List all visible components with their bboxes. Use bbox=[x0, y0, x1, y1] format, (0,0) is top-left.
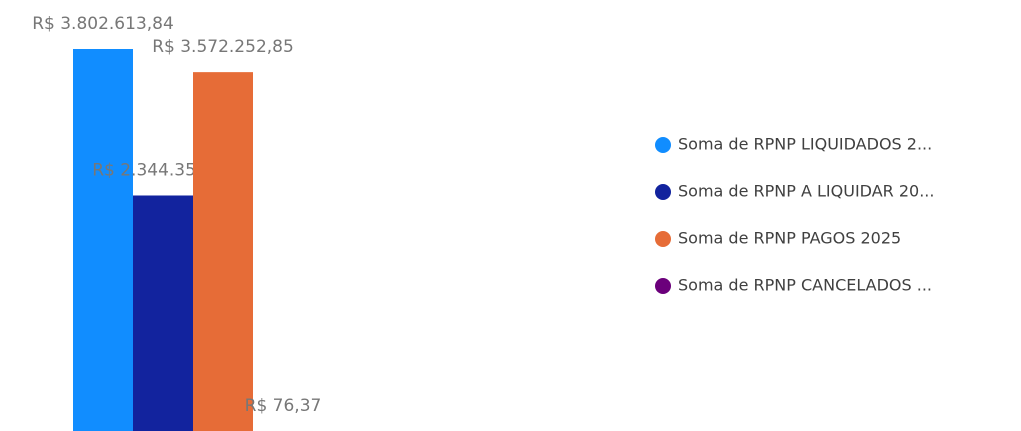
legend-marker bbox=[655, 137, 671, 153]
legend-label: Soma de RPNP PAGOS 2025 bbox=[678, 229, 901, 248]
data-label: R$ 3.802.613,84 bbox=[32, 14, 174, 34]
legend-label: Soma de RPNP A LIQUIDAR 20... bbox=[678, 182, 934, 201]
bar bbox=[73, 49, 133, 431]
data-label: R$ 3.572.252,85 bbox=[152, 37, 294, 57]
bar bbox=[133, 195, 193, 431]
legend-marker bbox=[655, 278, 671, 294]
legend-marker bbox=[655, 184, 671, 200]
legend-label: Soma de RPNP CANCELADOS ... bbox=[678, 276, 932, 295]
data-label: R$ 76,37 bbox=[245, 396, 322, 416]
legend-marker bbox=[655, 231, 671, 247]
legend-label: Soma de RPNP LIQUIDADOS 2... bbox=[678, 135, 932, 154]
bar bbox=[193, 72, 253, 431]
